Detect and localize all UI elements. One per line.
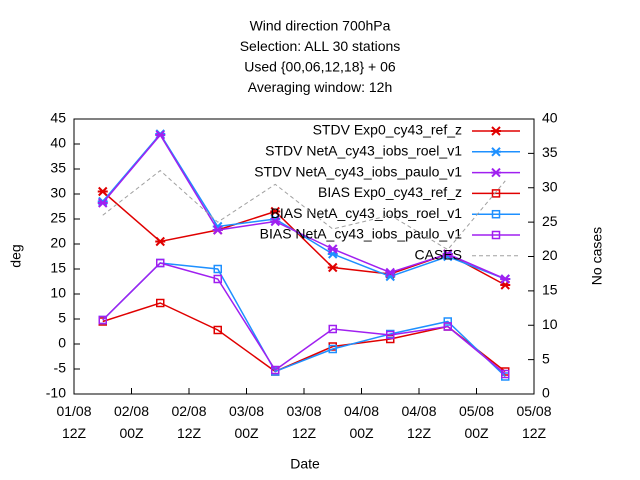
y-tick-label: 40: [50, 135, 66, 151]
x-tick-label: 02/08 12Z: [171, 403, 206, 441]
legend-label: BIAS NetA_cy43_iobs_paulo_v1: [260, 226, 463, 242]
point-marker: [155, 236, 166, 247]
chart-title: Averaging window: 12h: [248, 79, 393, 95]
legend-label: CASES: [415, 247, 462, 263]
point-marker: [386, 330, 395, 340]
y2-tick-label: 5: [542, 350, 550, 366]
y-tick-label: 30: [50, 185, 66, 201]
point-marker: [270, 206, 281, 217]
y2-tick-label: 30: [542, 178, 558, 194]
y2-tick-label: 40: [542, 110, 558, 126]
x-tick-label: 03/08 00Z: [229, 403, 264, 441]
legend-label: BIAS NetA_cy43_iobs_roel_v1: [271, 205, 463, 221]
point-marker: [501, 369, 510, 379]
y-tick-label: 5: [58, 310, 66, 326]
y2-tick-label: 20: [542, 247, 558, 263]
chart-title: Selection: ALL 30 stations: [240, 38, 401, 54]
point-marker: [97, 186, 108, 197]
point-marker: [491, 230, 501, 240]
point-marker: [271, 365, 280, 375]
point-marker: [327, 244, 338, 254]
point-marker: [491, 167, 501, 178]
y2-tick-label: 35: [542, 144, 558, 160]
series-line: [102, 262, 506, 378]
point-marker: [327, 262, 338, 273]
point-marker: [491, 189, 501, 198]
y-tick-label: 0: [58, 335, 66, 351]
point-marker: [155, 130, 166, 140]
y-tick-label: 15: [50, 260, 66, 276]
series-line: [102, 262, 506, 375]
point-marker: [491, 147, 501, 157]
point-marker: [442, 249, 453, 259]
y-tick-label: -5: [54, 360, 67, 376]
x-tick-label: 05/08 12Z: [516, 403, 551, 441]
point-marker: [443, 322, 452, 331]
point-marker: [443, 317, 452, 326]
legend-label: STDV NetA_cy43_iobs_roel_v1: [265, 143, 462, 159]
point-marker: [213, 274, 222, 284]
x-tick-label: 03/08 12Z: [286, 403, 321, 441]
y2-tick-label: 25: [542, 213, 558, 229]
x-tick-label: 02/08 00Z: [114, 403, 149, 441]
point-marker: [328, 324, 337, 334]
point-marker: [270, 216, 281, 227]
y2-axis-label: No cases: [589, 227, 605, 285]
point-marker: [98, 315, 107, 325]
point-marker: [328, 344, 337, 354]
x-tick-label: 04/08 00Z: [344, 403, 379, 441]
point-marker: [212, 225, 223, 235]
x-tick-label: 01/08 12Z: [56, 403, 91, 441]
x-tick-label: 04/08 12Z: [401, 403, 436, 441]
plot-frame: [73, 118, 535, 395]
point-marker: [213, 325, 222, 335]
point-marker: [213, 264, 222, 274]
point-marker: [156, 298, 165, 308]
y-axis-label: deg: [8, 244, 24, 267]
x-tick-label: 05/08 00Z: [459, 403, 494, 441]
point-marker: [500, 274, 511, 284]
y2-tick-label: 10: [542, 316, 558, 332]
y2-tick-label: 15: [542, 282, 558, 298]
y-tick-label: 10: [50, 285, 66, 301]
series-line: [102, 133, 506, 280]
y-tick-label: -10: [46, 385, 66, 401]
point-marker: [491, 126, 501, 136]
x-axis-label: Date: [290, 456, 320, 472]
series-line: [102, 169, 506, 251]
point-marker: [156, 258, 165, 268]
legend-label: BIAS Exp0_cy43_ref_z: [318, 184, 462, 200]
point-marker: [491, 209, 501, 219]
legend-label: STDV Exp0_cy43_ref_z: [313, 122, 462, 138]
point-marker: [385, 267, 396, 278]
legend-label: STDV NetA_cy43_iobs_paulo_v1: [254, 163, 462, 179]
y2-tick-label: 0: [542, 385, 550, 401]
y-tick-label: 45: [50, 110, 66, 126]
series-line: [102, 302, 506, 373]
chart-title: Wind direction 700hPa: [250, 18, 391, 34]
point-marker: [97, 198, 108, 208]
y-tick-label: 25: [50, 210, 66, 226]
y-tick-label: 20: [50, 235, 66, 251]
chart-title: Used {00,06,12,18} + 06: [244, 59, 396, 75]
y-tick-label: 35: [50, 160, 66, 176]
